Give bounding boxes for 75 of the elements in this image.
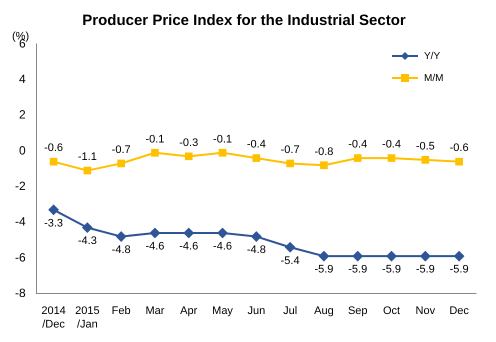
- data-label: -0.5: [416, 140, 435, 152]
- point: [454, 251, 464, 262]
- x-tick-label: 2014 /Dec: [41, 305, 66, 330]
- point: [50, 158, 58, 166]
- x-tick-label: Aug: [314, 305, 334, 318]
- x-tick-label: Jul: [283, 305, 298, 318]
- data-label: -4.8: [112, 244, 131, 256]
- x-tick-label: Mar: [145, 305, 165, 318]
- data-label: -5.9: [348, 264, 368, 276]
- y-tick-label: -4: [15, 214, 26, 229]
- x-tick-label: Nov: [416, 305, 436, 318]
- data-label: -0.7: [280, 144, 300, 156]
- y-tick-label: 2: [18, 108, 26, 122]
- point: [48, 204, 59, 215]
- point: [455, 158, 463, 166]
- data-label: -0.6: [44, 142, 64, 154]
- data-label: -5.9: [450, 264, 469, 276]
- point: [388, 154, 396, 162]
- data-label: -0.1: [145, 133, 164, 146]
- point: [286, 160, 294, 168]
- chart-title: Producer Price Index for the Industrial Sector: [82, 12, 406, 30]
- x-tick-label: Sep: [348, 305, 368, 318]
- point: [386, 251, 397, 262]
- point: [150, 228, 160, 238]
- point: [117, 160, 125, 168]
- point: [151, 148, 159, 157]
- y-tick-label: -8: [15, 286, 26, 300]
- data-label: -5.4: [280, 254, 300, 267]
- y-tick-label: 0: [18, 143, 26, 158]
- data-label: -0.6: [450, 142, 469, 154]
- data-label: -4.6: [179, 240, 198, 253]
- data-label: -0.4: [382, 138, 401, 151]
- x-tick-label: May: [212, 305, 234, 318]
- point: [318, 251, 329, 262]
- point: [285, 242, 296, 252]
- data-label: -5.9: [314, 264, 334, 276]
- point: [252, 154, 260, 162]
- x-tick-label: Dec: [449, 305, 470, 318]
- point: [354, 154, 362, 162]
- point: [82, 222, 92, 233]
- point: [218, 228, 228, 238]
- legend-label: Y/Y: [424, 50, 440, 62]
- data-label: -3.3: [44, 217, 64, 230]
- point: [421, 156, 430, 164]
- data-label: -1.1: [78, 151, 97, 164]
- data-label: -4.3: [78, 235, 97, 248]
- x-tick-label: Jun: [247, 305, 266, 318]
- data-label: -0.7: [112, 144, 131, 156]
- point: [84, 166, 92, 174]
- data-label: -4.8: [246, 244, 266, 256]
- point: [184, 152, 193, 160]
- x-tick-label: Oct: [382, 305, 400, 318]
- point: [320, 161, 328, 170]
- point: [352, 251, 363, 262]
- x-tick-label: 2015 /Jan: [75, 305, 100, 330]
- data-label: -0.1: [213, 133, 232, 146]
- point: [116, 232, 126, 242]
- data-label: -4.6: [213, 240, 232, 253]
- data-label: -4.6: [145, 240, 164, 253]
- data-label: -0.4: [246, 138, 266, 151]
- y-tick-label: -2: [15, 178, 26, 193]
- legend-label: M/M: [424, 72, 444, 84]
- point: [218, 148, 226, 157]
- point: [251, 232, 262, 242]
- data-label: -5.9: [382, 264, 401, 276]
- data-label: -0.8: [314, 146, 334, 158]
- point: [184, 228, 194, 238]
- data-label: -0.4: [348, 138, 368, 151]
- point: [420, 251, 430, 262]
- data-label: -5.9: [416, 264, 435, 276]
- x-tick-label: Apr: [180, 305, 198, 318]
- data-label: -0.3: [179, 136, 198, 149]
- y-tick-label: 4: [18, 72, 26, 86]
- y-tick-label: -6: [15, 250, 26, 264]
- x-tick-label: Feb: [112, 305, 131, 318]
